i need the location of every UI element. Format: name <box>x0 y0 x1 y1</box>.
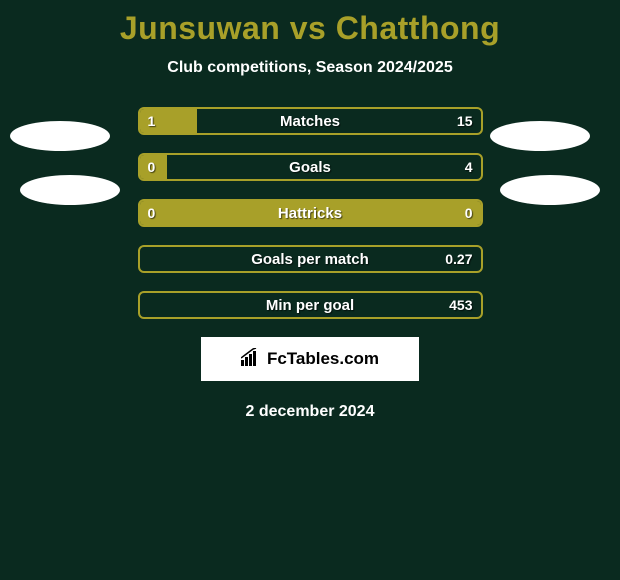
stat-value-right: 4 <box>465 153 473 181</box>
brand-attribution[interactable]: FcTables.com <box>201 337 419 381</box>
stat-row: Hattricks00 <box>138 199 483 227</box>
team-badge-placeholder <box>500 175 600 205</box>
stat-value-left: 0 <box>148 153 156 181</box>
stat-value-right: 0.27 <box>445 245 472 273</box>
bar-track <box>138 199 483 227</box>
stat-row: Min per goal453 <box>138 291 483 319</box>
team-badge-placeholder <box>10 121 110 151</box>
page-title: Junsuwan vs Chatthong <box>0 0 620 47</box>
stat-row: Goals per match0.27 <box>138 245 483 273</box>
team-badge-placeholder <box>20 175 120 205</box>
stat-value-left: 0 <box>148 199 156 227</box>
bar-track <box>138 153 483 181</box>
stat-row: Goals04 <box>138 153 483 181</box>
team-badge-placeholder <box>490 121 590 151</box>
footer-date: 2 december 2024 <box>0 403 620 421</box>
stat-value-left: 1 <box>148 107 156 135</box>
bar-fill-left <box>140 201 481 225</box>
bar-chart-icon <box>241 348 263 371</box>
stat-value-right: 15 <box>457 107 473 135</box>
stat-value-right: 0 <box>465 199 473 227</box>
bar-track <box>138 291 483 319</box>
stat-row: Matches115 <box>138 107 483 135</box>
brand-text: FcTables.com <box>267 349 379 369</box>
bar-track <box>138 107 483 135</box>
bar-track <box>138 245 483 273</box>
page-subtitle: Club competitions, Season 2024/2025 <box>0 59 620 77</box>
stat-value-right: 453 <box>449 291 472 319</box>
h2h-chart: Matches115Goals04Hattricks00Goals per ma… <box>138 107 483 319</box>
